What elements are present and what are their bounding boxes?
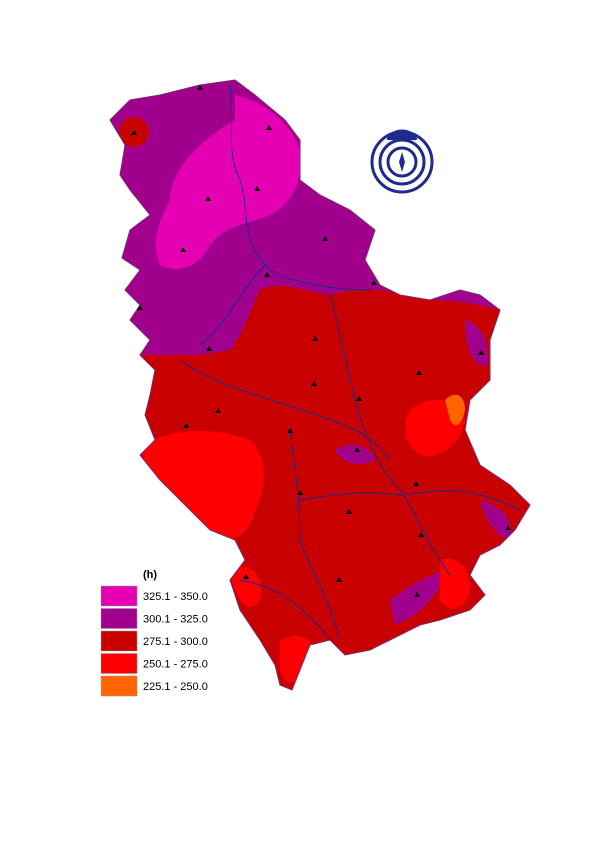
region (480, 500, 511, 540)
region (445, 394, 465, 426)
legend-swatch (100, 608, 138, 629)
legend-swatch (100, 630, 138, 652)
logo (370, 129, 434, 194)
stations (131, 85, 511, 597)
region (280, 636, 313, 683)
legend-swatch (100, 585, 138, 607)
legend: (h) 325.1 - 350.0 300.1 - 325.0 275.1 - 30… (100, 569, 208, 697)
region (155, 95, 301, 269)
legend-title: (h) (143, 569, 157, 581)
legend-swatch (100, 653, 138, 674)
region (230, 566, 261, 607)
region (335, 444, 375, 465)
region (390, 570, 445, 625)
legend-label: 225.1 - 250.0 (143, 681, 208, 693)
legend-label: 325.1 - 350.0 (143, 591, 208, 603)
region (140, 430, 264, 539)
legend-label: 300.1 - 325.0 (143, 613, 208, 625)
legend-swatch (100, 675, 138, 697)
rivers (179, 84, 521, 641)
legend-label: 250.1 - 275.0 (143, 658, 208, 670)
legend-label: 275.1 - 300.0 (143, 636, 208, 648)
